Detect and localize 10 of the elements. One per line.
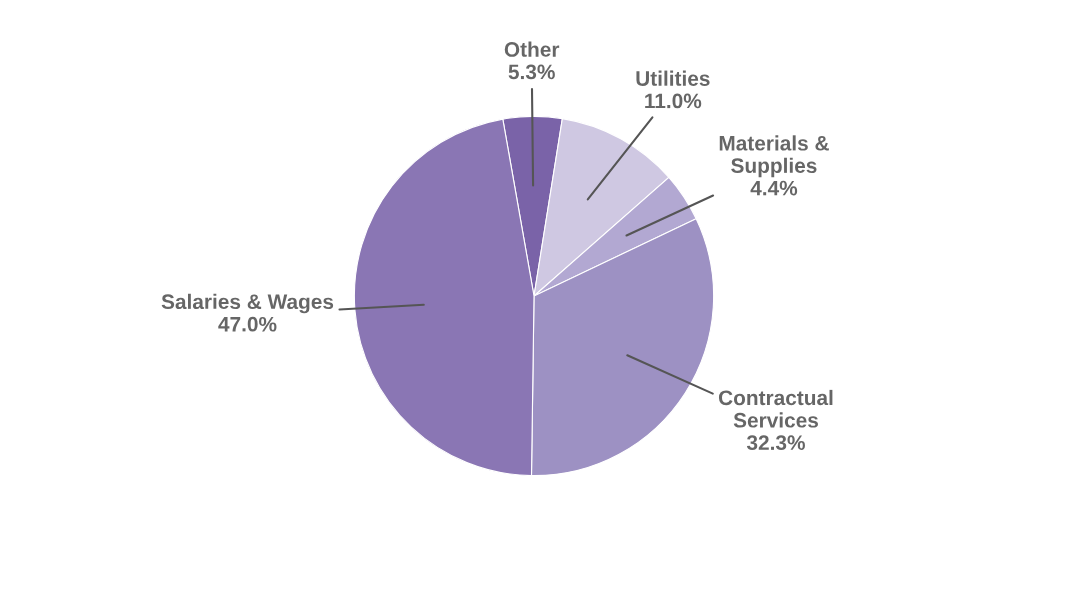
data-label: 47.0% bbox=[218, 316, 277, 332]
data-label: 5.3% bbox=[508, 64, 555, 80]
slice-label: Contractual Services bbox=[718, 389, 833, 428]
data-label: 32.3% bbox=[746, 435, 805, 451]
data-label: 4.4% bbox=[750, 180, 798, 196]
slice-label: Other bbox=[504, 41, 560, 57]
data-label: 11.0% bbox=[645, 93, 702, 109]
slice-label: Salaries & Wages bbox=[161, 293, 334, 314]
slice-label: Materials & Supplies bbox=[719, 135, 829, 178]
slice-label: Utilities bbox=[636, 70, 710, 86]
